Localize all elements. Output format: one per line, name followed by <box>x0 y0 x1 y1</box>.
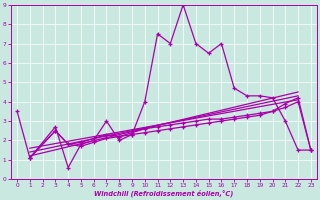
X-axis label: Windchill (Refroidissement éolien,°C): Windchill (Refroidissement éolien,°C) <box>94 190 234 197</box>
